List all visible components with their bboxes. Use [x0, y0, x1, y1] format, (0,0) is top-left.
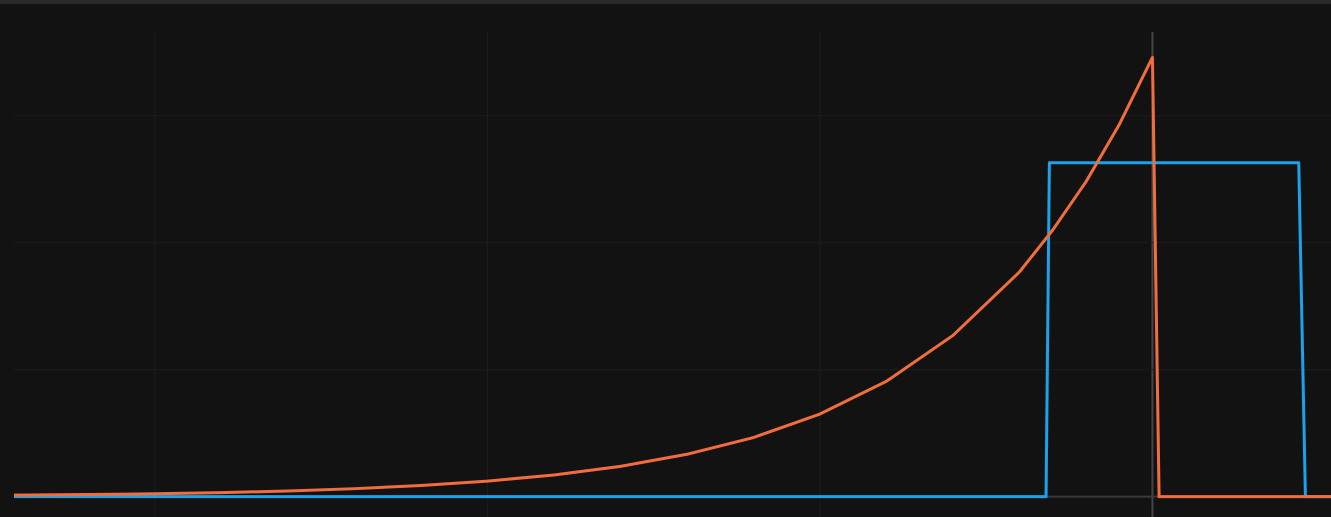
series-line	[13, 55, 1331, 499]
top-border	[0, 0, 1331, 4]
